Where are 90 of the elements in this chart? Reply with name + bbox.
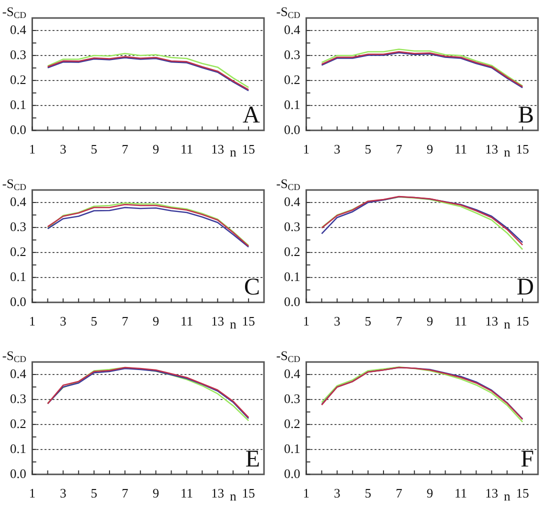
x-tick-label: 15 (242, 486, 256, 501)
x-axis-title: n (504, 316, 511, 332)
y-tick-label: 0.1 (284, 268, 300, 284)
y-tick-label: 0.3 (284, 46, 300, 62)
x-tick-label: 7 (122, 314, 129, 329)
x-tick-label: 5 (364, 142, 372, 157)
y-tick-label: 0.0 (10, 122, 26, 137)
x-tick-label: 15 (516, 314, 530, 329)
y-tick-label: 0.2 (284, 244, 300, 259)
x-tick-label: 9 (152, 486, 160, 501)
x-tick-label: 13 (485, 142, 498, 157)
x-tick-label: 5 (90, 142, 98, 157)
x-tick-label: 1 (303, 142, 310, 157)
y-tick-label: 0.3 (10, 390, 26, 406)
x-tick-label: 7 (396, 314, 403, 329)
x-tick-label: 13 (211, 486, 224, 501)
x-tick-label: 3 (334, 142, 340, 157)
x-tick-label: 1 (29, 142, 36, 157)
y-tick-label: 0.0 (284, 294, 300, 309)
y-tick-label: 0.2 (10, 244, 26, 259)
annotation: F (520, 446, 534, 473)
y-tick-label: 0.1 (284, 440, 300, 456)
y-tick-label: 0.0 (284, 122, 300, 137)
x-tick-label: 7 (122, 142, 129, 157)
x-tick-label: 11 (454, 142, 468, 157)
y-tick-label: 0.2 (284, 72, 300, 87)
x-tick-label: 7 (396, 142, 403, 157)
x-tick-label: 7 (396, 486, 403, 501)
y-tick-label: 0.1 (284, 96, 300, 112)
x-tick-label: 3 (334, 314, 340, 329)
x-tick-label: 11 (454, 486, 468, 501)
annotation: A (242, 102, 261, 129)
x-tick-label: 13 (485, 314, 498, 329)
x-tick-label: 1 (303, 486, 310, 501)
x-tick-label: 13 (211, 314, 224, 329)
y-tick-label: 0.3 (284, 390, 300, 406)
x-tick-label: 5 (90, 314, 98, 329)
y-tick-label: 0.1 (10, 96, 26, 112)
x-tick-label: 13 (485, 486, 498, 501)
x-tick-label: 1 (303, 314, 310, 329)
y-tick-label: 0.2 (10, 416, 26, 431)
x-tick-label: 3 (60, 314, 66, 329)
x-tick-label: 15 (242, 314, 256, 329)
x-tick-label: 1 (29, 314, 36, 329)
annotation: D (516, 274, 534, 301)
x-tick-label: 5 (90, 486, 98, 501)
y-tick-label: 0.2 (10, 72, 26, 87)
y-tick-label: 0.4 (10, 194, 27, 209)
x-tick-label: 9 (426, 142, 434, 157)
y-tick-label: 0.4 (10, 22, 27, 37)
x-tick-label: 15 (516, 142, 530, 157)
x-axis-title: n (230, 316, 237, 332)
x-tick-label: 5 (364, 314, 372, 329)
annotation: B (518, 102, 534, 129)
x-tick-label: 15 (242, 142, 256, 157)
annotation: E (245, 446, 260, 473)
x-tick-label: 15 (516, 486, 530, 501)
x-tick-label: 11 (454, 314, 468, 329)
y-tick-label: 0.0 (10, 294, 26, 309)
x-tick-label: 5 (364, 486, 372, 501)
x-tick-label: 1 (29, 486, 36, 501)
y-tick-label: 0.3 (10, 218, 26, 234)
y-tick-label: 0.4 (284, 22, 301, 37)
x-tick-label: 9 (152, 142, 160, 157)
annotation: C (244, 274, 260, 301)
y-tick-label: 0.1 (10, 440, 26, 456)
y-tick-label: 0.3 (10, 46, 26, 62)
x-tick-label: 7 (122, 486, 129, 501)
y-tick-label: 0.1 (10, 268, 26, 284)
x-axis-title: n (504, 144, 511, 160)
x-tick-label: 9 (426, 486, 434, 501)
y-tick-label: 0.2 (284, 416, 300, 431)
x-tick-label: 3 (334, 486, 340, 501)
x-tick-label: 3 (60, 486, 66, 501)
y-tick-label: 0.0 (284, 466, 300, 481)
x-tick-label: 3 (60, 142, 66, 157)
x-tick-label: 9 (426, 314, 434, 329)
y-tick-label: 0.0 (10, 466, 26, 481)
y-tick-label: 0.4 (284, 194, 301, 209)
x-tick-label: 11 (180, 486, 194, 501)
x-tick-label: 9 (152, 314, 160, 329)
x-tick-label: 11 (180, 314, 194, 329)
x-tick-label: 11 (180, 142, 194, 157)
x-tick-label: 13 (211, 142, 224, 157)
x-axis-title: n (230, 144, 237, 160)
x-axis-title: n (230, 488, 237, 504)
y-tick-label: 0.3 (284, 218, 300, 234)
y-tick-label: 0.4 (284, 366, 301, 381)
x-axis-title: n (504, 488, 511, 504)
y-tick-label: 0.4 (10, 366, 27, 381)
